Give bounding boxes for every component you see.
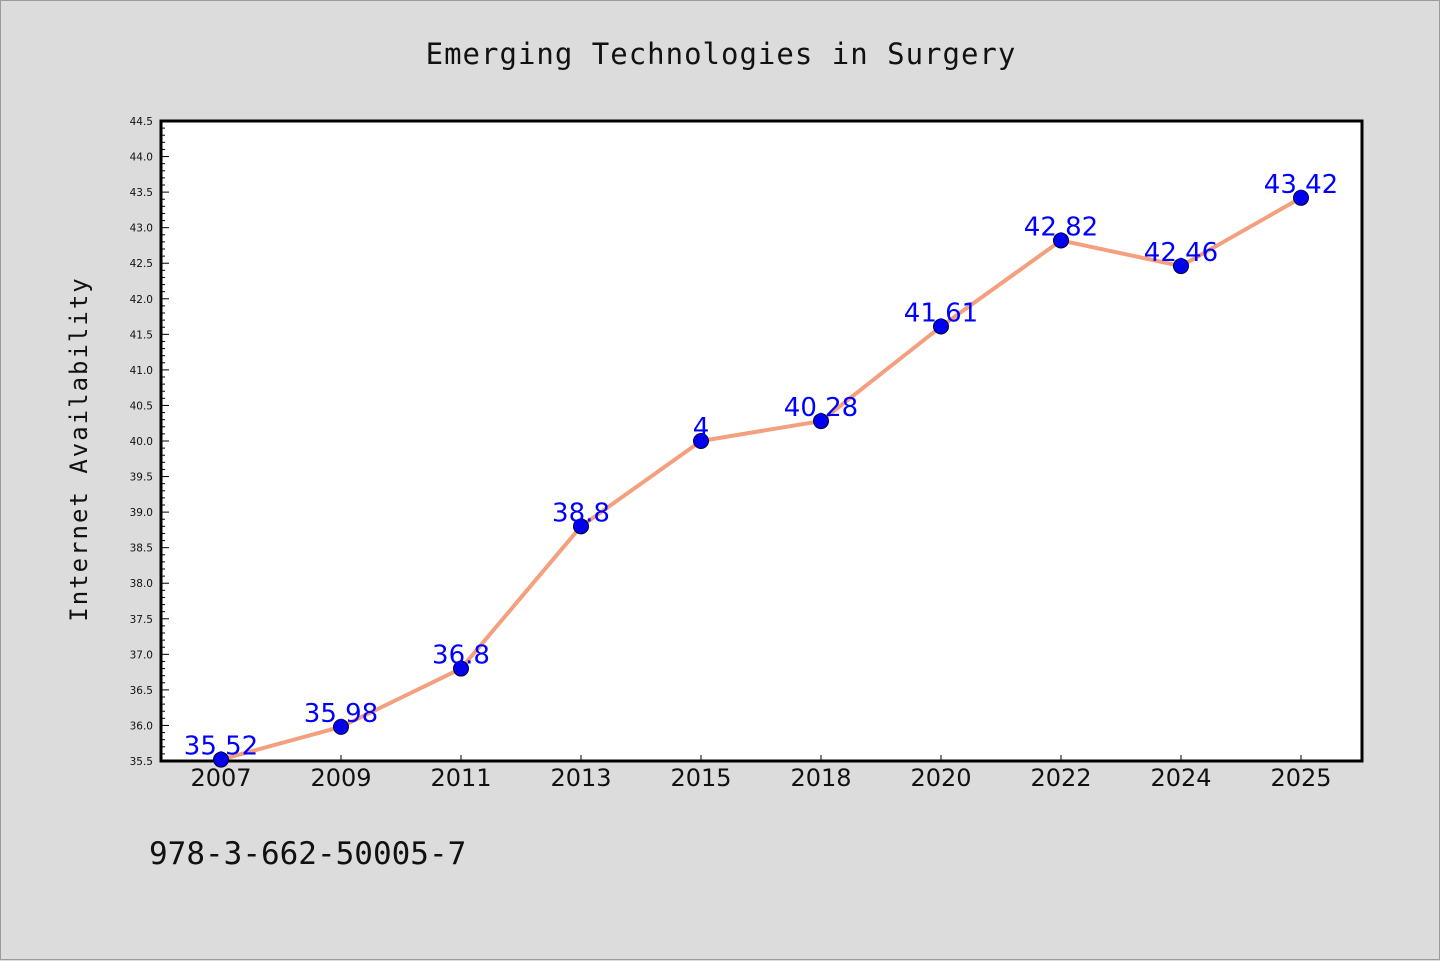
data-point [1173, 258, 1189, 275]
series-line-group [213, 189, 1309, 768]
y-tick-label: 40.5 [130, 400, 153, 412]
data-point [573, 518, 589, 535]
data-point [453, 660, 469, 677]
isbn-footer: 978-3-662-50005-7 [149, 836, 466, 872]
y-tick-label: 41.5 [130, 329, 153, 341]
y-tick-label: 36.0 [130, 720, 153, 732]
data-label: 41.61 [904, 299, 978, 329]
y-tick-label: 43.0 [130, 223, 153, 235]
y-axis-label: Internet Availability [65, 276, 93, 621]
x-tick-label: 2022 [1030, 764, 1091, 792]
y-tick-label: 37.0 [130, 649, 153, 661]
data-point [1053, 232, 1069, 249]
x-tick-label: 2018 [790, 764, 851, 792]
data-point [693, 433, 709, 449]
x-tick-label: 2020 [910, 764, 971, 792]
x-tick-label: 2011 [430, 764, 491, 792]
data-label: 35.98 [304, 699, 378, 729]
data-label: 43.42 [1264, 170, 1338, 200]
y-tick-label: 40.0 [130, 436, 153, 448]
x-tick-label: 2015 [670, 764, 731, 792]
y-tick-label: 39.5 [130, 472, 153, 484]
y-tick-label: 37.5 [130, 614, 153, 626]
plot-area [159, 119, 1364, 763]
y-tick-label: 44.5 [130, 116, 153, 128]
y-tick-label: 42.0 [130, 294, 153, 306]
data-label: 40.28 [784, 393, 858, 423]
data-point [213, 751, 229, 768]
data-label: 38.8 [552, 498, 610, 528]
y-axis: 35.5 36.0 36.5 37.0 37.5 38.0 38.5 39.0 39.5 40.0… [130, 116, 169, 768]
y-tick-label: 42.5 [130, 258, 153, 270]
data-label: 36.8 [432, 641, 490, 671]
data-label: 42.82 [1024, 212, 1098, 242]
data-point [1293, 189, 1309, 206]
data-point [333, 718, 349, 735]
y-tick-label: 39.0 [130, 507, 153, 519]
data-label: 35.52 [184, 732, 258, 762]
y-tick-label: 44.0 [130, 152, 153, 164]
chart-title: Emerging Technologies in Surgery [426, 37, 1017, 71]
data-label-group: 35.52 35.98 36.8 38.8 4 40.28 41.61 42.82 42.46 4… [184, 170, 1338, 762]
y-tick-label: 36.5 [130, 685, 153, 697]
x-tick-label: 2013 [550, 764, 611, 792]
x-tick-label: 2007 [190, 764, 251, 792]
y-tick-label: 41.0 [130, 365, 153, 377]
y-tick-label: 38.5 [130, 543, 153, 555]
series-line [219, 195, 1303, 762]
data-point [813, 413, 829, 430]
y-tick-label: 35.5 [130, 756, 153, 768]
x-axis: 2007 2009 2011 2013 2015 2018 2020 2022 2024 2025 [190, 755, 1332, 792]
y-tick-label: 43.5 [130, 187, 153, 199]
x-tick-label: 2024 [1150, 764, 1211, 792]
y-tick-label: 38.0 [130, 578, 153, 590]
x-tick-label: 2025 [1270, 764, 1331, 792]
x-tick-label: 2009 [310, 764, 371, 792]
data-point [933, 318, 949, 335]
data-label: 4 [693, 413, 710, 443]
data-label: 42.46 [1144, 238, 1218, 268]
